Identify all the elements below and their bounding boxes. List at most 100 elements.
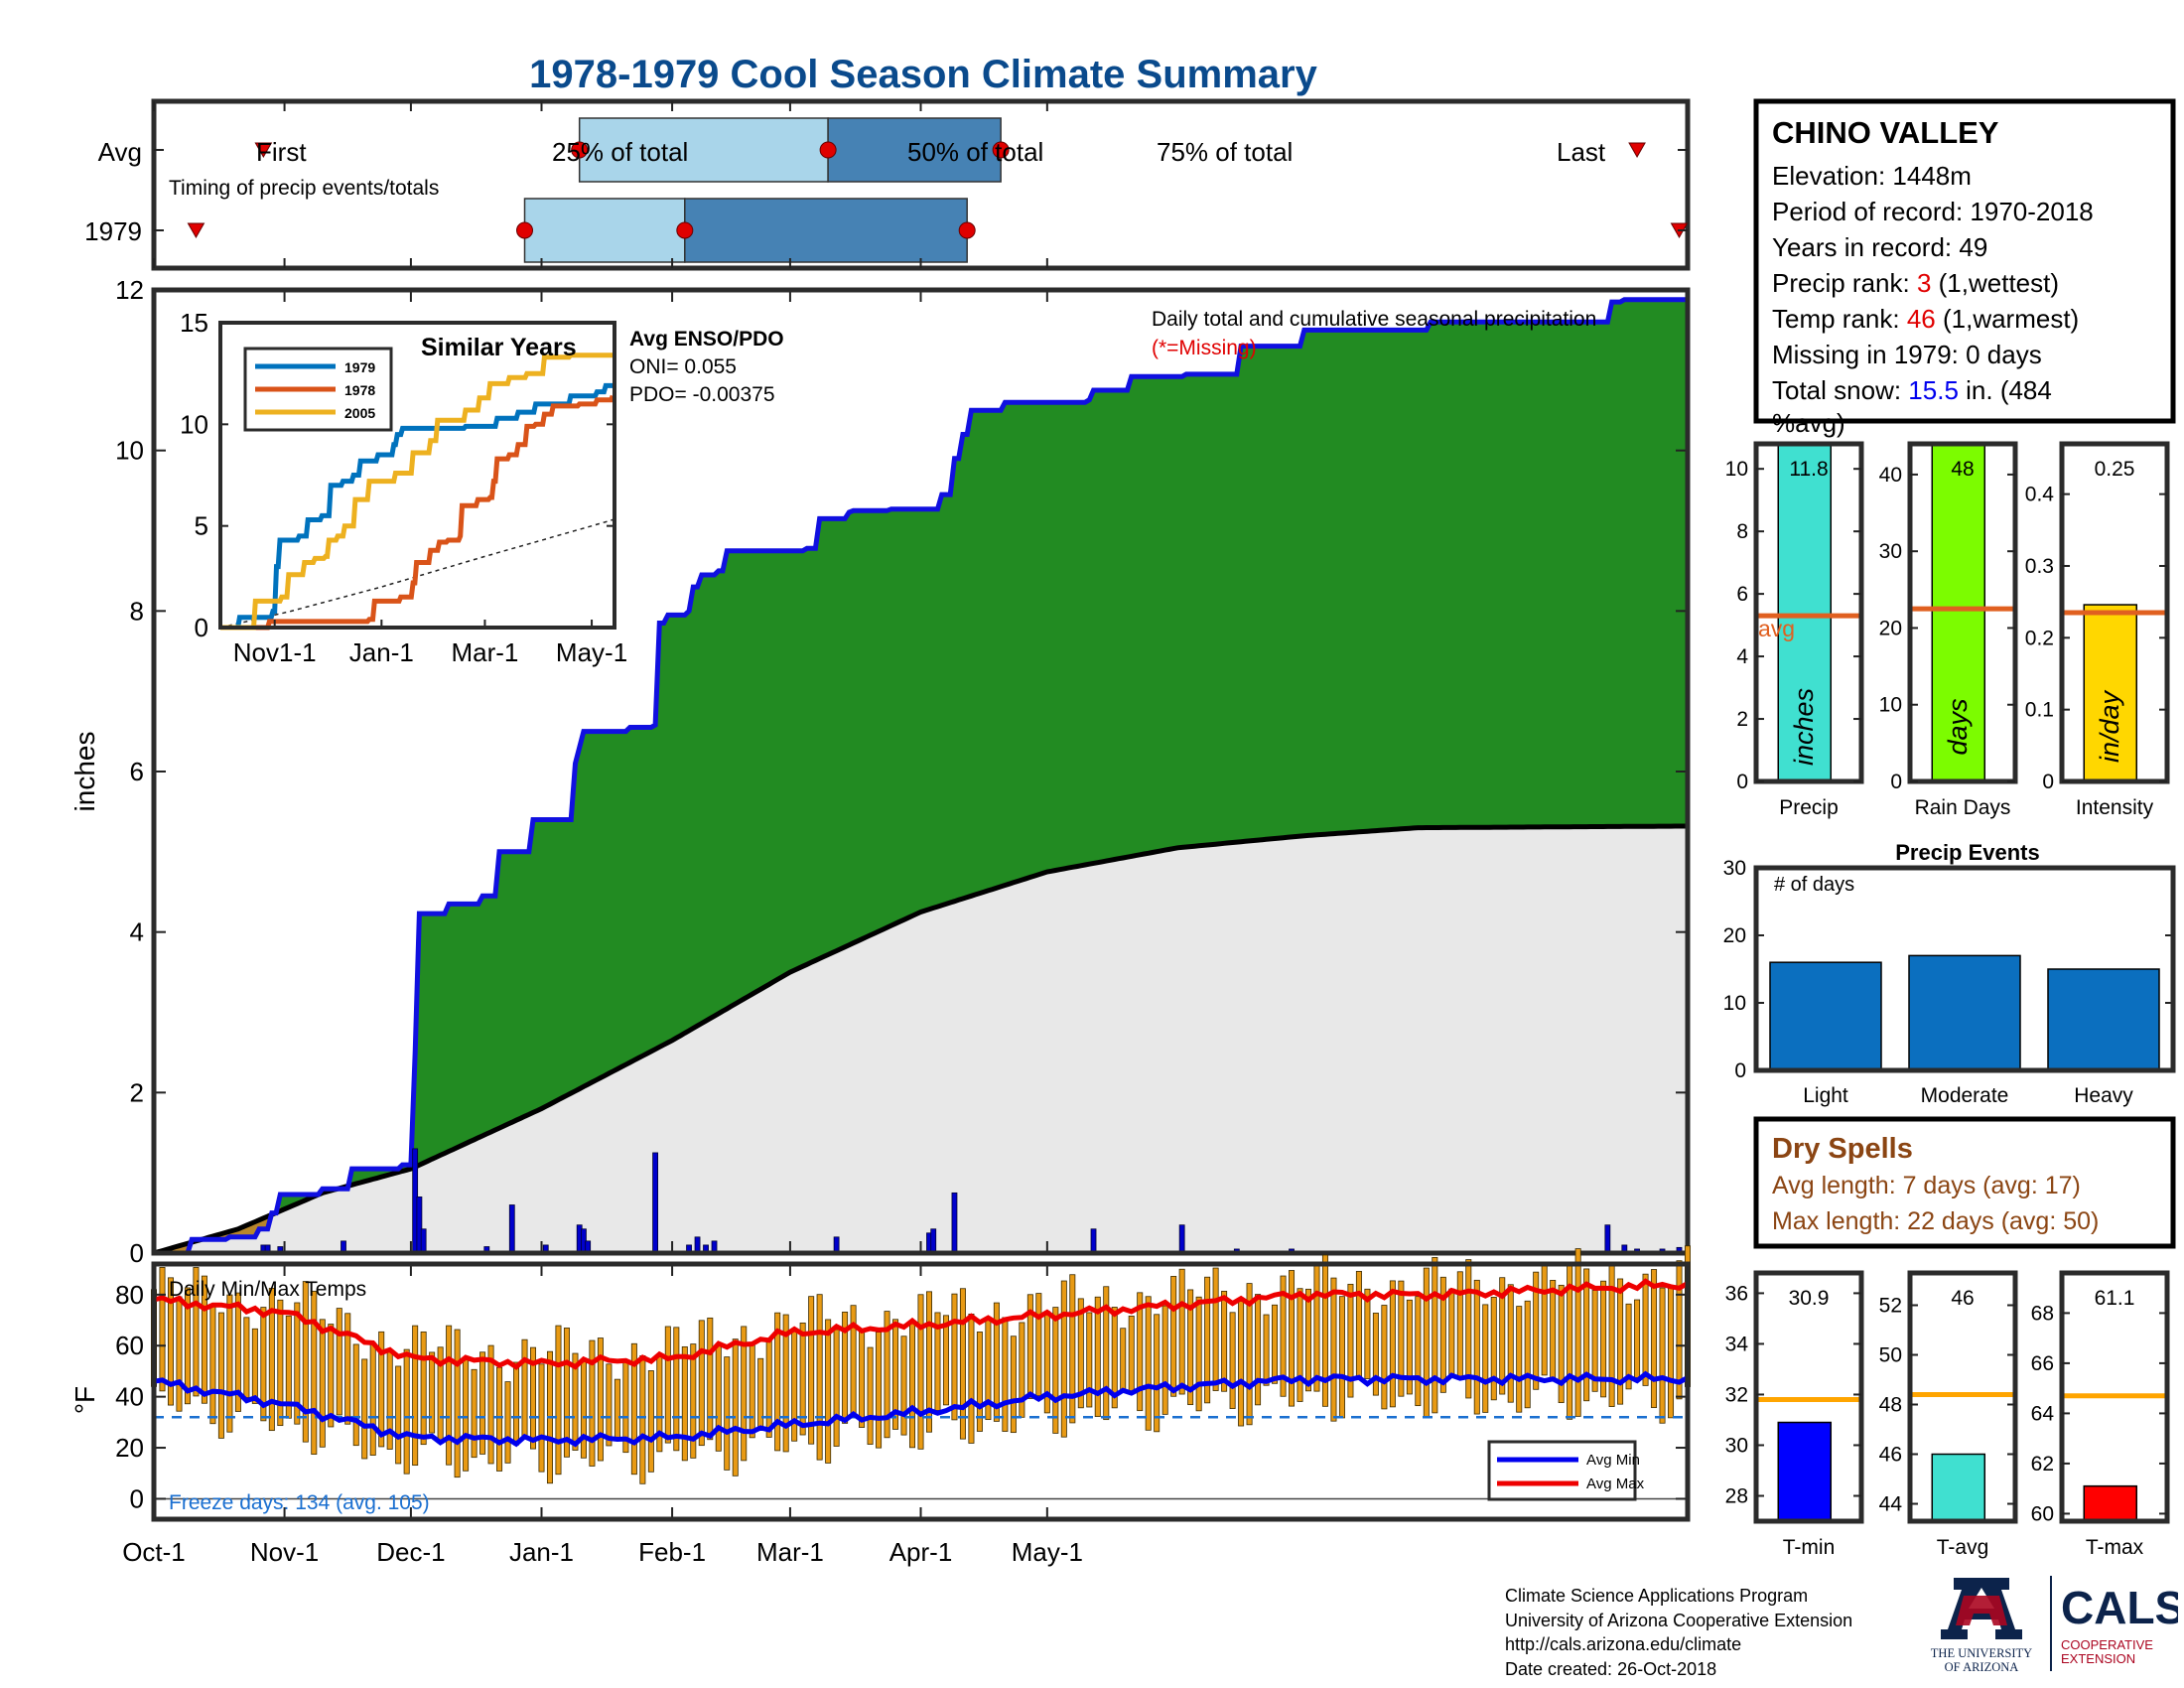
- temp-ylabel: °F: [69, 1386, 100, 1414]
- summary-category-label: T-max: [2086, 1536, 2144, 1559]
- daily-temp-bar: [1642, 1273, 1649, 1386]
- daily-temp-bar: [268, 1287, 275, 1432]
- timing-row-label-avg: Avg: [98, 137, 142, 167]
- daily-temp-bar: [176, 1296, 183, 1412]
- daily-temp-bar: [859, 1329, 866, 1428]
- daily-temp-bar: [1246, 1283, 1253, 1426]
- station-temp-rank: Temp rank: 46 (1,warmest): [1772, 304, 2079, 334]
- precip-summary-panels: 0 2 4 6 8 10 11.8 Precip inches avg 0 10 20 30 40 48 Rai…: [1725, 441, 2170, 819]
- daily-temp-bar: [1617, 1278, 1624, 1405]
- summary-ytick-label: 62: [2031, 1453, 2054, 1476]
- daily-temp-bar: [352, 1343, 359, 1447]
- daily-temp-bar: [1263, 1314, 1270, 1386]
- summary-bar: [2083, 1484, 2138, 1522]
- event-bar-light: [1769, 961, 1882, 1071]
- summary-value-label: 61.1: [2095, 1287, 2135, 1310]
- daily-temp-bar: [1558, 1284, 1565, 1404]
- legend-label-avg-min: Avg Min: [1586, 1452, 1640, 1469]
- daily-temp-bar: [193, 1267, 200, 1397]
- timing-1979-q50-q75-bar: [684, 198, 968, 263]
- summary-bar: [1777, 443, 1833, 782]
- timing-q50-label: 50% of total: [907, 137, 1043, 167]
- daily-temp-bar: [900, 1336, 907, 1436]
- daily-temp-bar: [361, 1358, 368, 1460]
- summary-ytick-label: 28: [1725, 1484, 1748, 1507]
- main-ytick-label: 8: [130, 596, 144, 626]
- daily-temp-bar: [1364, 1288, 1371, 1379]
- daily-temp-bar: [395, 1365, 402, 1465]
- temp-xtick-label: Mar-1: [756, 1537, 824, 1567]
- precip-events-chart: Precip Events Light Moderate Heavy0102030 …: [1723, 840, 2176, 1107]
- summary-ytick-label: 20: [1879, 617, 1902, 639]
- daily-temp-bar: [1212, 1267, 1219, 1391]
- inset-ytick-label: 10: [180, 409, 208, 439]
- daily-temp-bar: [1448, 1288, 1455, 1376]
- summary-panel-t-avg: 44 46 48 50 52 46 T-avg: [1879, 1270, 2018, 1559]
- dry-spells-avg: Avg length: 7 days (avg: 17): [1772, 1172, 2081, 1199]
- daily-temp-bar: [378, 1331, 385, 1448]
- daily-temp-bar: [690, 1343, 697, 1459]
- daily-temp-bar: [1111, 1307, 1118, 1409]
- summary-panel-t-min: 28 30 32 34 36 30.9 T-min: [1725, 1270, 1864, 1559]
- inset-series-1979: [220, 382, 614, 631]
- daily-temp-bar: [1465, 1259, 1472, 1399]
- main-precip-chart: 0 2 4 6 8 10 12 inches Daily total and cumulat…: [69, 275, 1691, 1268]
- average-cumulative-area: [154, 826, 1688, 1253]
- summary-ytick-label: 0.2: [2025, 627, 2054, 649]
- daily-temp-bar: [159, 1267, 166, 1392]
- daily-temp-bar: [513, 1361, 520, 1446]
- daily-temp-bar: [294, 1302, 301, 1425]
- page-title: 1978-1979 Cool Season Climate Summary: [529, 53, 1317, 96]
- timing-avg-q50-q75-bar: [827, 117, 1002, 183]
- summary-ytick-label: 60: [2031, 1502, 2054, 1525]
- daily-temp-bar: [698, 1320, 705, 1447]
- daily-temp-bar: [251, 1328, 258, 1404]
- dry-spells-max: Max length: 22 days (avg: 50): [1772, 1207, 2099, 1235]
- daily-temp-bar: [302, 1281, 309, 1443]
- summary-frame: [1753, 441, 1864, 784]
- daily-temp-bar: [504, 1381, 511, 1464]
- inset-frame: [218, 321, 616, 630]
- temp-chart-title: Daily Min/Max Temps: [169, 1278, 366, 1301]
- daily-temp-bar: [1499, 1277, 1506, 1395]
- daily-temp-bar: [884, 1311, 890, 1439]
- daily-temp-bar: [479, 1351, 486, 1455]
- ua-a-inner-icon: [1956, 1596, 2007, 1625]
- summary-ytick-label: 52: [1879, 1295, 1902, 1318]
- daily-temp-bar: [1516, 1306, 1523, 1413]
- station-info-box: CHINO VALLEY Elevation: 1448m Period of …: [1753, 98, 2176, 438]
- summary-unit-label: in/day: [2095, 689, 2124, 763]
- daily-temp-bar: [1094, 1296, 1101, 1417]
- summary-ytick-label: 0.3: [2025, 555, 2054, 578]
- summary-ytick-label: 8: [1736, 520, 1748, 543]
- main-ytick-label: 12: [115, 275, 144, 305]
- daily-temp-bar: [412, 1325, 419, 1467]
- station-elevation: Elevation: 1448m: [1772, 161, 1972, 191]
- daily-temp-bar: [1229, 1312, 1236, 1409]
- daily-temp-bar: [1120, 1328, 1127, 1394]
- daily-temp-bar: [597, 1337, 604, 1462]
- inset-xtick-label: Jan-1: [349, 637, 414, 667]
- daily-temp-bar: [234, 1292, 241, 1412]
- dry-spells-title: Dry Spells: [1772, 1133, 1913, 1165]
- daily-temp-bar: [614, 1378, 620, 1440]
- daily-temp-bar: [167, 1277, 174, 1406]
- daily-temp-bar: [1280, 1275, 1287, 1397]
- temperature-chart: 0 20 40 60 80 Oct-1 Nov-1 Dec-1 Jan-1 Feb-1 Mar-1 A…: [69, 1245, 1692, 1567]
- event-category-label: Light: [1803, 1084, 1848, 1107]
- summary-value-label: 48: [1951, 458, 1974, 481]
- daily-temp-bar: [521, 1338, 528, 1438]
- daily-temp-bar: [917, 1294, 924, 1450]
- timing-1979-first-marker: [187, 222, 205, 239]
- station-missing: Missing in 1979: 0 days: [1772, 340, 2042, 369]
- station-name: CHINO VALLEY: [1772, 115, 1999, 150]
- daily-temp-bar: [1415, 1296, 1422, 1407]
- summary-category-label: T-avg: [1937, 1536, 1989, 1559]
- temp-legend-box: [1487, 1440, 1637, 1501]
- main-ytick-label: 2: [130, 1077, 144, 1107]
- events-ylabel: # of days: [1774, 874, 1854, 896]
- summary-value-label: 46: [1951, 1287, 1974, 1310]
- legend-label-1978: 1978: [344, 382, 375, 398]
- daily-temp-bar: [1052, 1307, 1059, 1434]
